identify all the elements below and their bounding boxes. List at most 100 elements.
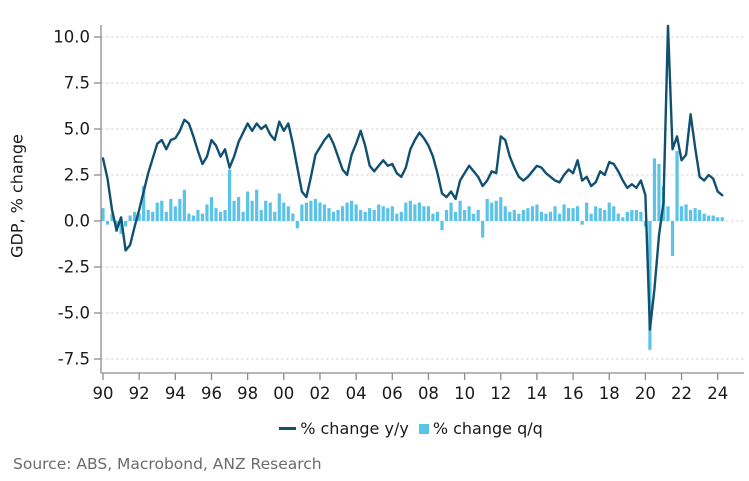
x-axis-ticks: 90 92 94 96 98 00 02 04 06 08 10 12 14 16 18 20 22 24 (93, 373, 728, 403)
bar-qoq (526, 208, 530, 221)
bar-qoq (313, 198, 318, 221)
bar-qoq (612, 206, 616, 221)
bar-qoq (404, 202, 408, 221)
bar-qoq (399, 211, 403, 221)
x-tick-label: 16 (563, 384, 584, 403)
legend: % change y/y % change q/q (101, 419, 721, 438)
bar-qoq (350, 200, 354, 221)
legend-item-qoq: % change q/q (418, 419, 543, 438)
x-tick-label: 98 (237, 384, 258, 403)
y-tick-label: -5.0 (58, 304, 90, 323)
bar-qoq (368, 208, 372, 221)
bar-qoq (354, 204, 358, 221)
y-tick-label: 0.0 (64, 212, 90, 231)
bar-qoq (689, 209, 693, 221)
bar-qoq (200, 213, 205, 221)
bar-qoq (413, 204, 417, 221)
bar-qoq (657, 163, 661, 221)
y-tick-label: 10.0 (53, 28, 90, 47)
bar-qoq (562, 204, 566, 221)
bar-qoq (625, 211, 629, 221)
bar-qoq (702, 213, 706, 221)
bar-qoq (322, 204, 327, 221)
bar-qoq (381, 206, 385, 221)
y-tick-label: -7.5 (58, 350, 90, 369)
bar-qoq (291, 213, 295, 221)
bar-qoq (377, 204, 381, 221)
bar-qoq (535, 204, 539, 221)
bar-qoq (521, 209, 525, 221)
bar-qoq (435, 211, 440, 221)
bar-qoq (481, 221, 485, 238)
bar-qoq (711, 215, 715, 221)
bar-qoq (503, 206, 507, 221)
bar-qoq (268, 202, 272, 221)
bar-qoq (191, 215, 195, 221)
bar-qoq (675, 151, 679, 221)
bar-qoq (277, 193, 281, 221)
bar-qoq (214, 208, 218, 221)
bar-qoq (327, 208, 331, 221)
bar-qoq (363, 211, 367, 221)
bar-qoq (205, 204, 209, 221)
bar-qoq (340, 206, 345, 221)
bar-qoq (716, 217, 720, 221)
bar-qoq (472, 213, 476, 221)
bar-qoq (300, 204, 304, 221)
bar-qoq (241, 211, 245, 221)
bar-qoq (101, 208, 105, 221)
x-tick-label: 94 (165, 384, 186, 403)
bar-qoq (164, 211, 168, 221)
bar-qoq (426, 206, 431, 221)
bar-qoq (548, 211, 553, 221)
bar-qoq (250, 200, 254, 221)
x-tick-label: 22 (671, 384, 692, 403)
bar-qoq (105, 221, 110, 225)
bar-qoq (639, 211, 643, 221)
y-axis-ticks: 10.0 7.5 5.0 2.5 0.0 -2.5 -5.0 -7.5 (53, 28, 101, 369)
bar-qoq (119, 221, 123, 234)
bar-qoq (155, 202, 159, 221)
axes (100, 25, 744, 374)
y-tick-label: -2.5 (58, 258, 90, 277)
bar-qoq (295, 221, 299, 229)
bar-qoq (607, 202, 611, 221)
bar-qoq (237, 197, 241, 221)
bar-qoq (698, 209, 702, 221)
bar-qoq (246, 191, 250, 221)
y-tick-label: 7.5 (64, 74, 90, 93)
x-tick-label: 08 (418, 384, 439, 403)
bar-qoq (494, 200, 498, 221)
bar-qoq (124, 221, 128, 227)
bar-qoq (255, 189, 259, 221)
bar-qoq (218, 211, 223, 221)
gridlines (101, 36, 744, 360)
bar-qoq (137, 213, 141, 221)
line-swatch-icon (279, 426, 297, 431)
bar-qoq (517, 213, 521, 221)
bar-qoq (440, 221, 444, 231)
bar-qoq (169, 198, 173, 221)
bar-qoq (422, 206, 426, 221)
bar-qoq (566, 208, 571, 221)
bar-qoq (345, 202, 349, 221)
bar-qoq (553, 206, 557, 221)
bar-qoq (630, 209, 634, 221)
bar-qoq (693, 208, 697, 221)
bar-qoq (182, 189, 186, 221)
bar-qoq (417, 202, 421, 221)
bar-qoq (331, 211, 336, 221)
bar-qoq (476, 209, 480, 221)
x-tick-label: 10 (454, 384, 475, 403)
bar-qoq (621, 217, 625, 221)
bar-qoq (467, 206, 471, 221)
bar-qoq (594, 206, 598, 221)
bar-qoq (508, 211, 512, 221)
bar-qoq (151, 211, 155, 221)
bar-qoq (259, 209, 263, 221)
bar-qoq (390, 206, 394, 221)
bar-qoq (648, 221, 652, 350)
bar-qoq (142, 186, 146, 221)
x-tick-label: 90 (93, 384, 114, 403)
bar-qoq (679, 206, 684, 221)
